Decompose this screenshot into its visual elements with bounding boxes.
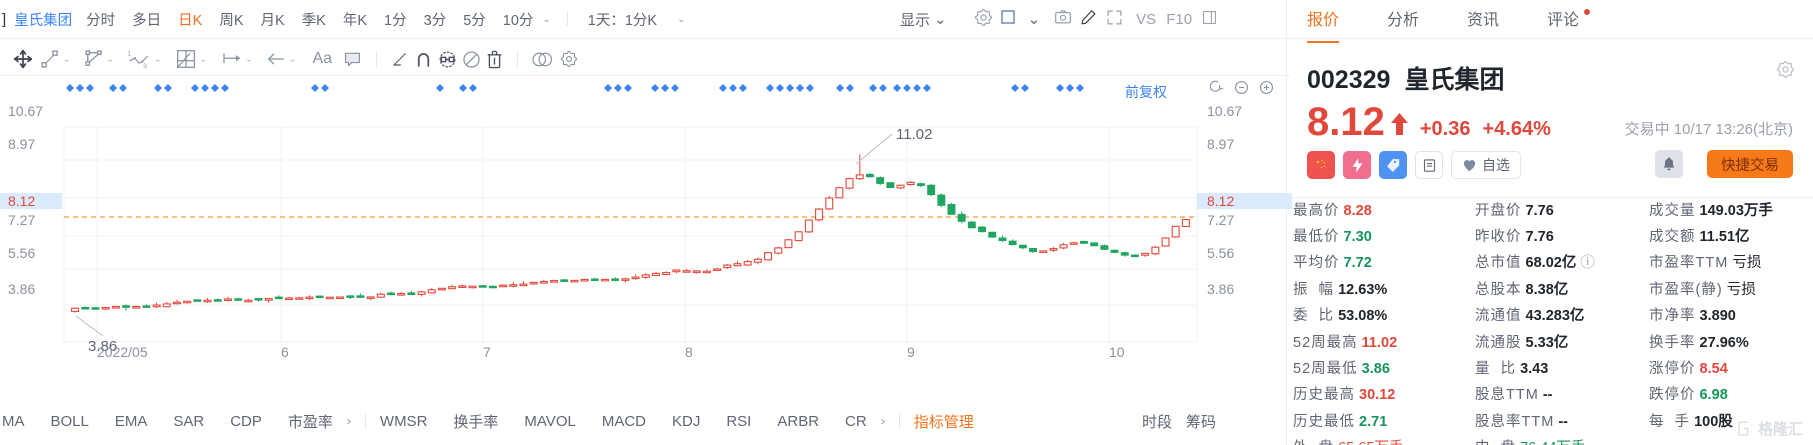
svg-text:3: 3 <box>143 63 147 69</box>
svg-text:11.02: 11.02 <box>896 126 932 143</box>
svg-text:1: 1 <box>127 51 131 58</box>
